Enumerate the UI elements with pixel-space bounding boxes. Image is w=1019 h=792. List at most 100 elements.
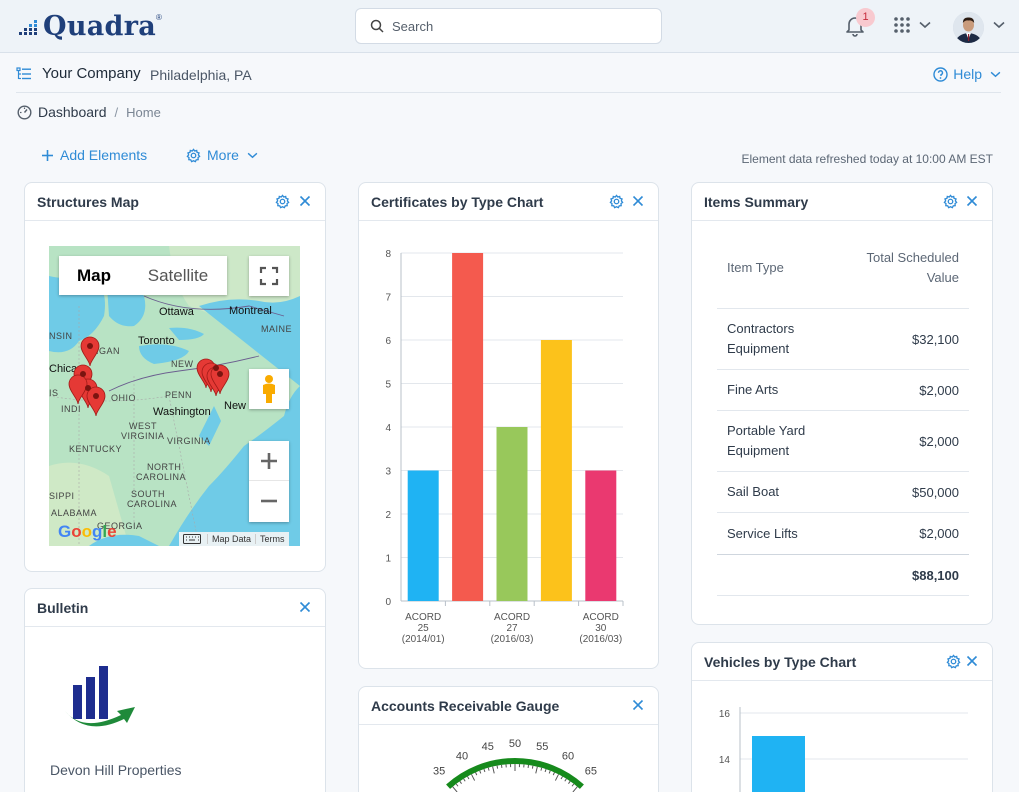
chart-bar	[407, 470, 439, 601]
devon-hill-logo	[65, 666, 135, 727]
map-label-wisconsin: NSIN	[49, 331, 73, 341]
gear-icon[interactable]	[946, 654, 961, 669]
map-view[interactable]: Ottawa Montreal MAINE Toronto HIGAN NSIN…	[49, 246, 300, 546]
item-value-cell: $50,000	[912, 484, 959, 500]
card-header: Vehicles by Type Chart	[692, 643, 992, 681]
apps-menu[interactable]	[893, 16, 931, 34]
satellite-view-button[interactable]: Satellite	[147, 266, 209, 285]
gauge-tick	[540, 767, 543, 771]
company-name[interactable]: Your Company	[42, 65, 141, 82]
gauge-tick	[548, 770, 551, 774]
more-button[interactable]: More	[186, 147, 258, 163]
y-tick-label: 5	[385, 380, 391, 391]
x-tick-label: (2016/03)	[491, 634, 534, 645]
map-terms-link[interactable]: Terms	[255, 534, 289, 544]
column-header-item-type: Item Type	[727, 259, 784, 275]
vehicles-bar-chart: 14 16	[719, 707, 968, 792]
gauge-tick-label: 50	[509, 738, 521, 750]
card-header: Structures Map	[25, 183, 325, 221]
map-label-new-york: NEW	[171, 359, 194, 369]
fullscreen-button[interactable]	[249, 256, 289, 296]
vehicles-chart-card: Vehicles by Type Chart 14 16	[691, 642, 993, 792]
gauge-tick	[471, 774, 476, 781]
hierarchy-icon[interactable]	[16, 67, 32, 81]
receivable-gauge: 35 40 45 50 55 60 65	[433, 738, 597, 792]
gauge-tick	[487, 767, 490, 771]
close-icon[interactable]	[966, 195, 978, 207]
street-view-pegman[interactable]	[249, 369, 289, 409]
map-label-south: SOUTH	[131, 489, 165, 499]
gauge-tick-label: 55	[536, 741, 548, 753]
accounts-receivable-card: Accounts Receivable Gauge 35 40 45 50 55 60 65	[358, 686, 659, 792]
minus-icon	[261, 499, 277, 503]
gear-icon[interactable]	[609, 194, 624, 209]
close-icon[interactable]	[299, 195, 311, 207]
item-value-cell: $32,100	[912, 331, 959, 347]
map-label-south-carolina: CAROLINA	[127, 499, 178, 509]
x-tick-label: ACORD	[583, 612, 619, 623]
card-header: Items Summary	[692, 183, 992, 221]
gauge-tick	[496, 765, 499, 769]
y-tick-label: 3	[385, 467, 391, 478]
gauge-tick	[571, 783, 575, 787]
logo-registered: ®	[156, 13, 162, 22]
pegman-icon	[263, 375, 275, 403]
gauge-tick	[535, 766, 538, 774]
map-data-link[interactable]: Map Data	[207, 534, 255, 544]
map-label-west-virginia: VIRGINIA	[121, 431, 165, 441]
gauge-tick	[531, 765, 534, 769]
map-label-georgia: GEORGIA	[97, 521, 143, 531]
map-label-north: NORTH	[147, 462, 182, 472]
gear-icon[interactable]	[275, 194, 290, 209]
card-title: Vehicles by Type Chart	[704, 654, 857, 670]
help-menu[interactable]: Help	[933, 66, 1001, 82]
user-avatar[interactable]	[953, 12, 984, 43]
table-total-row: $88,100	[717, 554, 969, 596]
logo-text: Quadra	[43, 10, 157, 42]
quadra-logo[interactable]: Quadra ®	[18, 10, 162, 42]
add-elements-button[interactable]: Add Elements	[41, 147, 147, 163]
close-icon[interactable]	[299, 601, 311, 613]
gauge-tick	[552, 772, 555, 776]
column-header-total-value: Total Scheduled Value	[866, 249, 959, 285]
map-pin-icon	[68, 336, 230, 417]
x-tick-label: (2016/03)	[579, 634, 622, 645]
company-bar: Your Company Philadelphia, PA Help	[16, 54, 1001, 93]
apps-grid-icon	[894, 17, 910, 33]
close-icon[interactable]	[632, 699, 644, 711]
x-tick-label: ACORD	[405, 612, 441, 623]
y-tick-label: 2	[385, 510, 391, 521]
certificates-chart-card: Certificates by Type Chart 0 1 2 3 4 5 6 7 8 ACOR…	[358, 182, 659, 669]
certificates-bar-chart: 012345678ACORD25(2014/01)ACORD27(2016/03…	[385, 249, 624, 645]
gauge-tick	[560, 776, 563, 780]
help-circle-icon	[933, 66, 948, 82]
search-input[interactable]	[392, 18, 642, 34]
breadcrumb-dashboard[interactable]: Dashboard	[38, 104, 107, 120]
items-summary-table: Item Type Total Scheduled Value Contract…	[717, 221, 969, 596]
x-tick-label: 30	[595, 623, 607, 634]
more-label: More	[207, 147, 239, 163]
keyboard-icon[interactable]	[183, 534, 201, 544]
map-view-button[interactable]: Map	[77, 266, 111, 285]
map-type-toggle: Map Satellite	[59, 256, 227, 295]
close-icon[interactable]	[966, 655, 978, 667]
gauge-tick	[459, 780, 462, 784]
gear-icon[interactable]	[943, 194, 958, 209]
breadcrumb-home: Home	[126, 104, 161, 120]
map-label-west: WEST	[129, 421, 157, 431]
zoom-out-button[interactable]	[249, 481, 289, 521]
map-footer: Map Data Terms	[179, 532, 289, 546]
item-value-cell: $2,000	[919, 526, 959, 541]
card-title: Accounts Receivable Gauge	[371, 698, 560, 714]
chart-bar	[752, 736, 805, 792]
map-label-illinois: IS	[49, 388, 59, 398]
close-icon[interactable]	[632, 195, 644, 207]
search-box[interactable]	[355, 8, 662, 44]
chevron-down-icon[interactable]	[993, 21, 1005, 29]
map-markers	[68, 336, 230, 417]
zoom-in-button[interactable]	[249, 441, 289, 481]
bulletin-card: Bulletin Devon Hill Properties	[24, 588, 326, 792]
map-label-chicago: Chica	[49, 363, 78, 375]
x-tick-label: 25	[418, 623, 430, 634]
gauge-tick	[554, 774, 559, 781]
